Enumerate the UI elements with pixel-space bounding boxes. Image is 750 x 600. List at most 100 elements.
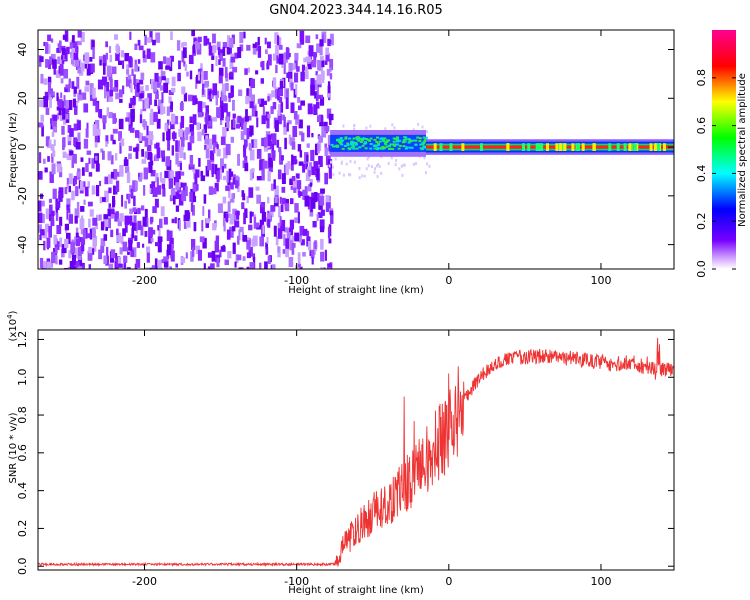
spectrogram-cell — [114, 34, 118, 40]
spectrogram-cell — [227, 251, 232, 259]
spectrogram-cell — [249, 149, 255, 161]
spectrogram-cell — [355, 147, 359, 150]
spectrogram-cell — [56, 225, 62, 234]
spectrogram-cell — [202, 237, 207, 249]
spectrogram-cell — [325, 195, 330, 203]
spectrogram-cell — [100, 221, 105, 231]
spectrogram-cell — [540, 143, 544, 151]
spectrogram-cell — [217, 47, 221, 56]
spectrogram-cell — [118, 256, 122, 264]
spectrogram-cell — [537, 143, 541, 151]
spectrogram-cell — [181, 86, 186, 95]
spectrogram-cell — [255, 186, 260, 191]
spectrogram-cell — [271, 90, 276, 98]
spectrogram-cell — [244, 139, 248, 147]
spectrogram-cell — [277, 113, 282, 125]
spectrogram-cell — [251, 168, 255, 173]
spectrogram-cell — [61, 125, 65, 135]
spectrogram-cell — [183, 152, 186, 160]
spectrogram-cell — [228, 92, 233, 99]
spectrogram-cell — [186, 219, 191, 228]
spectrogram-cell — [222, 218, 226, 227]
spectrogram-cell — [324, 126, 330, 132]
spectrogram-cell — [339, 139, 343, 142]
spectrogram-cell — [43, 96, 49, 108]
spectrogram-cell — [311, 133, 314, 138]
spectrogram-cell — [421, 142, 425, 145]
spectrogram-cell — [316, 101, 320, 109]
spectrogram-cell — [281, 197, 286, 205]
spectrogram-cell — [439, 143, 443, 151]
spectrogram-cell — [345, 162, 348, 166]
spectrogram-cell — [409, 140, 413, 142]
spectrogram-cell — [285, 97, 289, 109]
spectrogram-cell — [209, 93, 212, 102]
spectrogram-cell — [311, 166, 316, 176]
spectrogram-cell — [75, 141, 81, 150]
spectrogram-cell — [361, 139, 364, 142]
spectrogram-cell — [97, 79, 103, 90]
spectrogram-cell — [376, 175, 379, 179]
spectrogram-cell — [201, 129, 205, 136]
spectrogram-cell — [66, 204, 70, 210]
spectrogram-cell — [96, 185, 100, 197]
spectrogram-cell — [125, 117, 130, 122]
spectrogram-cell — [129, 127, 135, 133]
spectrogram-cell — [353, 127, 356, 131]
spectrogram-cell — [73, 52, 79, 60]
spectrogram-cell — [162, 187, 166, 197]
spectrogram-cell — [53, 139, 56, 146]
spectrogram-cell — [657, 143, 661, 151]
spectrogram-ticks: -200 -100 0 100 40 20 0 -20 -40 — [16, 30, 674, 287]
spectrogram-cell — [201, 220, 204, 232]
spectrogram-cell — [189, 116, 193, 123]
spectrogram-cell — [208, 186, 214, 195]
spectrogram-cell — [386, 139, 390, 142]
spectrogram-cell — [164, 123, 168, 132]
spectrogram-cell — [47, 82, 52, 94]
spectrogram-cell — [265, 246, 269, 255]
spectrogram-cell — [222, 58, 226, 67]
spectrogram-cell — [319, 39, 324, 47]
spectrogram-cell — [142, 54, 147, 63]
spectrogram-cell — [280, 102, 284, 113]
spectrogram-cell — [131, 114, 134, 122]
spectrogram-cell — [246, 252, 251, 259]
spectrogram-cell — [94, 142, 98, 148]
spectrogram-cell — [267, 256, 271, 264]
spectrogram-cell — [49, 96, 52, 108]
spectrogram-cell — [68, 250, 72, 259]
spectrogram-cell — [251, 105, 257, 117]
spectrogram-cell — [77, 120, 81, 131]
spectrogram-cell — [51, 163, 56, 175]
spectrogram-cell — [329, 210, 334, 216]
spectrogram-cell — [104, 81, 109, 94]
spectrogram-cell — [212, 117, 217, 122]
spectrogram-cell — [272, 77, 277, 89]
spectrogram-cell — [223, 211, 229, 222]
spectrogram-cell — [61, 59, 65, 64]
spectrogram-cell — [348, 137, 352, 140]
spectrogram-cell — [555, 143, 559, 151]
spectrogram-cell — [183, 61, 186, 67]
spectrogram-cell — [328, 164, 331, 168]
spectrogram-cell — [292, 125, 298, 137]
spectrogram-cell — [59, 63, 64, 76]
spectrogram-cell — [105, 41, 108, 48]
spectrogram-cell — [66, 87, 71, 93]
spectrogram-cell — [527, 143, 531, 151]
spectrogram-cell — [281, 173, 286, 184]
spectrogram-cell — [260, 78, 264, 84]
spectrogram-cell — [226, 214, 229, 223]
spectrogram-cell — [117, 232, 121, 243]
spectrogram-cell — [40, 114, 44, 122]
spectrogram-cell — [83, 103, 89, 113]
spectrogram-cell — [321, 70, 325, 81]
spectrogram-cell — [170, 113, 175, 125]
spectrogram-cell — [106, 92, 109, 102]
spectrogram-cell — [290, 137, 295, 146]
spectrogram-cell — [152, 39, 156, 46]
spectrogram-cell — [218, 167, 222, 180]
spectrogram-cell — [113, 185, 118, 195]
spectrogram-cell — [109, 46, 112, 54]
